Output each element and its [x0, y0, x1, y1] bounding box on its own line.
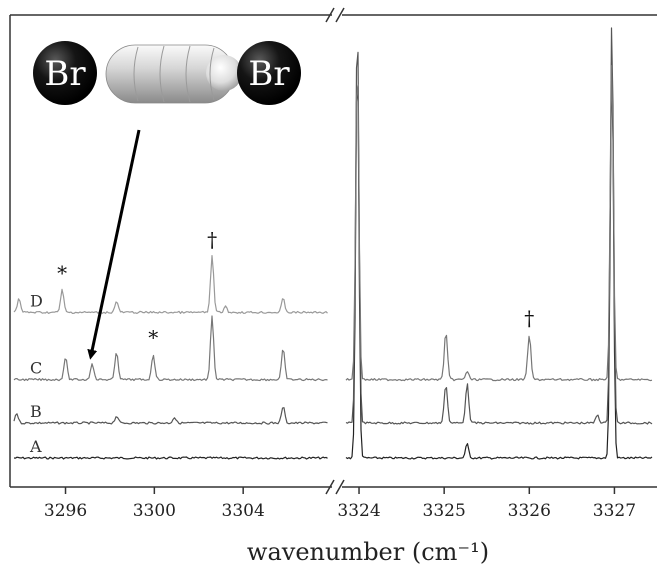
spectra: [13, 27, 653, 460]
x-tick-label: 3304: [222, 501, 265, 521]
bromine-atom-left: Br: [33, 41, 97, 105]
atom-label-right: Br: [248, 54, 290, 94]
trace-label-c: C: [30, 359, 42, 378]
spectrum-trace-b-left: [13, 407, 328, 425]
trace-label-a: A: [29, 437, 42, 456]
dagger-marker: †: [524, 306, 534, 330]
x-axis-label: wavenumber (cm⁻¹): [247, 538, 489, 566]
x-tick-label: 3327: [593, 501, 636, 521]
axis-break-bottom: [325, 479, 345, 495]
spectrum-trace-c-left: [13, 315, 328, 382]
spectrum-trace-d-left: [13, 255, 328, 314]
atom-label-left: Br: [44, 54, 86, 94]
asterisk-marker: *: [148, 325, 158, 349]
bromine-atom-right: Br: [237, 41, 301, 105]
x-tick-label: 3324: [337, 501, 380, 521]
arrow-icon: [87, 129, 141, 360]
x-tick-label: 3300: [133, 501, 176, 521]
trace-labels: AB C D: [29, 291, 43, 456]
molecule-graphic: Br Br: [33, 41, 301, 105]
trace-label-b: B: [30, 402, 42, 421]
spectrum-trace-a-left: [13, 456, 328, 460]
asterisk-marker: *: [57, 261, 67, 285]
x-tick-label: 3296: [44, 501, 87, 521]
trace-label-d: D: [30, 291, 43, 310]
dagger-marker: †: [207, 227, 217, 251]
spectrum-trace-c-right: [345, 65, 653, 382]
spectrum-trace-b-right: [345, 27, 653, 425]
polyyne-rod-icon: [105, 44, 242, 104]
x-tick-label: 3326: [508, 501, 551, 521]
axis-break-top: [325, 7, 345, 23]
plot-frame: [9, 14, 657, 488]
spectrum-trace-a-right: [345, 62, 653, 460]
annotations: * † * †: [57, 227, 534, 349]
x-ticks: 3296 3300 3304 3324 3325 3326 3327: [44, 487, 636, 521]
x-tick-label: 3325: [423, 501, 466, 521]
